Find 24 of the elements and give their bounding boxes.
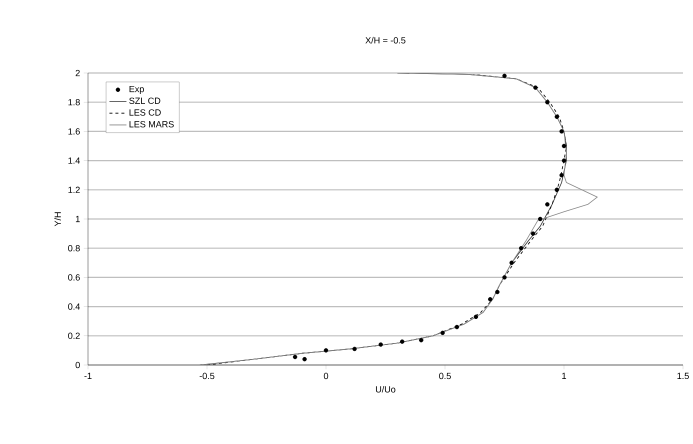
y-tick-label: 0.2	[68, 332, 80, 339]
y-tick-label: 0.4	[68, 303, 80, 310]
chart-title: X/H = -0.5	[365, 36, 406, 44]
y-tick-label: 2	[76, 70, 80, 76]
x-tick-label: 0.5	[439, 372, 451, 380]
x-tick-label: 0	[324, 372, 328, 380]
y-tick-label: 0.8	[68, 245, 80, 252]
x-tick-label: 1.5	[677, 372, 689, 380]
legend-label: LES MARS	[130, 121, 174, 128]
y-tick-label: 1	[76, 216, 80, 222]
y-axis-title: Y/H	[54, 212, 61, 226]
x-tick-label: -0.5	[200, 372, 214, 380]
y-tick-label: 1.6	[68, 128, 80, 135]
y-tick-label: 0	[76, 362, 80, 368]
y-tick-label: 1.8	[68, 99, 80, 106]
y-tick-label: 1.2	[68, 186, 80, 193]
legend-label: Exp	[130, 86, 144, 94]
x-tick-label: -1	[84, 372, 92, 379]
legend-label: SZL CD	[129, 98, 160, 104]
y-tick-label: 0.6	[68, 274, 80, 281]
legend-label: LES CD	[130, 109, 161, 116]
y-tick-label: 1.4	[68, 158, 80, 164]
x-tick-label: 1	[562, 372, 566, 379]
x-axis-title: U/Uo	[376, 386, 396, 393]
